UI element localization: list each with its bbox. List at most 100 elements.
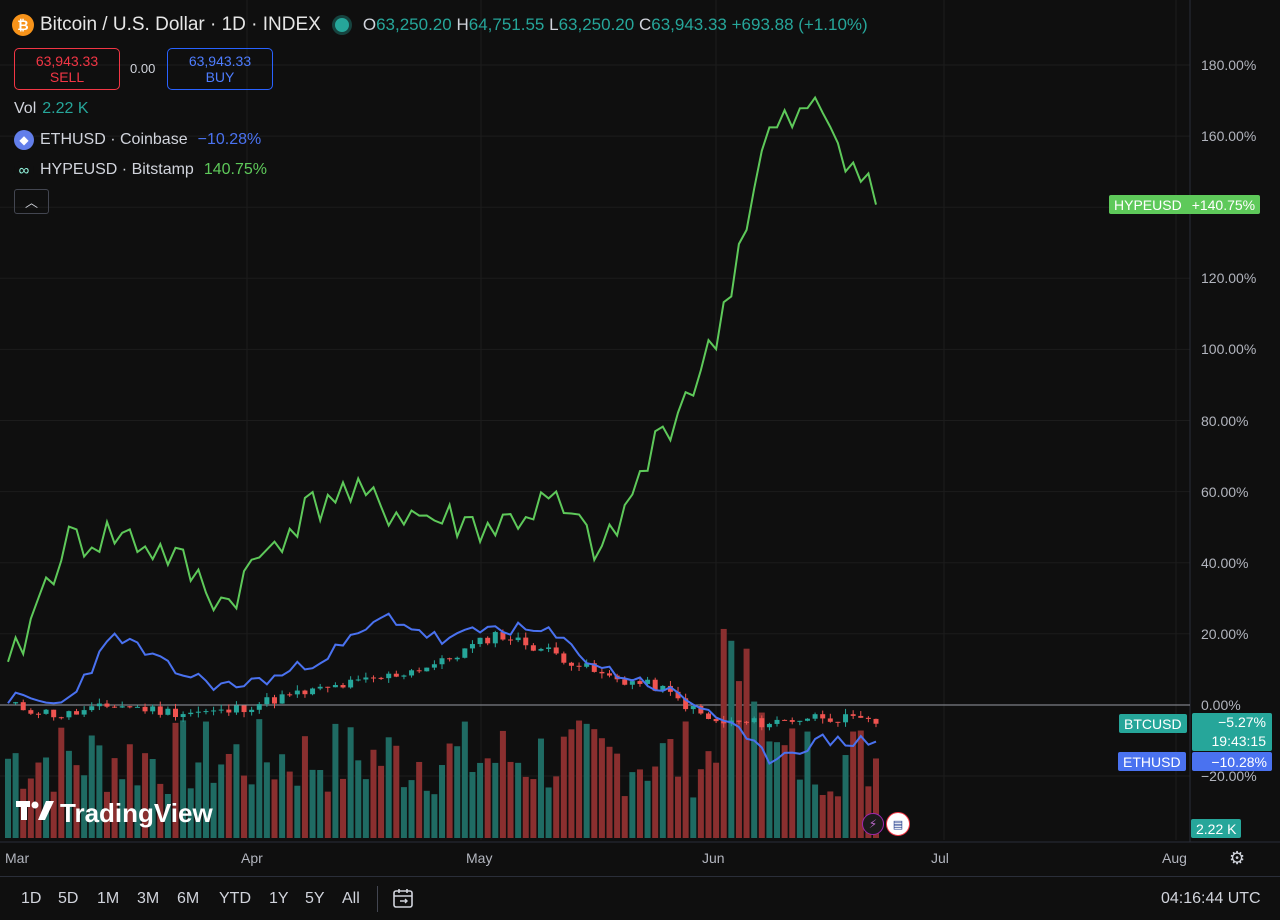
- volume-value: 2.22 K: [42, 100, 89, 117]
- range-button-1y[interactable]: 1Y: [269, 890, 289, 907]
- volume-bar: [149, 759, 156, 838]
- candle-body: [766, 723, 772, 728]
- candle-body: [683, 698, 689, 710]
- candle-body: [233, 705, 239, 713]
- legend-hypeusd[interactable]: ∞ HYPEUSD · Bitstamp 140.75%: [14, 160, 267, 180]
- volume-bar: [202, 721, 209, 838]
- volume-bar: [294, 785, 301, 838]
- candle-body: [332, 685, 338, 688]
- tradingview-logo: TradingView: [16, 798, 213, 829]
- volume-bar: [461, 721, 468, 838]
- volume-bar: [58, 727, 65, 838]
- gear-icon[interactable]: ⚙: [1229, 848, 1246, 868]
- range-button-1m[interactable]: 1M: [97, 890, 120, 907]
- candle-body: [203, 711, 209, 713]
- candle-body: [20, 702, 26, 711]
- volume-bar: [530, 779, 537, 838]
- price-axis-label: 40.00%: [1201, 554, 1249, 571]
- market-status-icon: [334, 18, 349, 32]
- sell-label: SELL: [49, 69, 85, 85]
- lightning-icon[interactable]: ⚡: [862, 813, 884, 835]
- calendar-icon[interactable]: [391, 886, 415, 916]
- volume-bar: [568, 729, 575, 838]
- volume-bar: [598, 738, 605, 838]
- volume-bar: [27, 778, 34, 838]
- buy-button[interactable]: 63,943.33 BUY: [167, 48, 273, 90]
- bitcoin-icon: ₿: [12, 14, 34, 36]
- candle-body: [249, 709, 255, 713]
- candle-body: [797, 720, 803, 722]
- time-axis-label: May: [466, 850, 493, 866]
- volume-bar: [583, 723, 590, 838]
- volume-bar: [522, 776, 529, 838]
- volume-bar: [477, 762, 484, 838]
- volume-bar: [507, 761, 514, 838]
- symbol-title[interactable]: Bitcoin / U.S. Dollar · 1D · INDEX: [40, 14, 321, 35]
- range-button-3m[interactable]: 3M: [137, 890, 160, 907]
- volume-bar: [576, 720, 583, 838]
- candle-body: [530, 645, 536, 651]
- volume-bar: [789, 728, 796, 838]
- candle-body: [386, 673, 392, 679]
- legend-ethusd[interactable]: ◆ ETHUSD · Coinbase −10.28%: [14, 130, 261, 150]
- volume-bar: [667, 739, 674, 838]
- candle-body: [660, 685, 666, 691]
- volume-bar: [126, 744, 133, 838]
- candle-body: [713, 718, 719, 722]
- volume-bar: [400, 787, 407, 838]
- candle-body: [355, 679, 361, 681]
- candle-body: [736, 720, 742, 722]
- range-button-6m[interactable]: 6M: [177, 890, 200, 907]
- candle-body: [523, 637, 529, 646]
- candle-body: [622, 679, 628, 685]
- sell-price: 63,943.33: [35, 53, 99, 69]
- volume-bar: [286, 771, 293, 838]
- time-axis-label: Aug: [1162, 850, 1187, 866]
- candle-body: [218, 709, 224, 711]
- range-button-all[interactable]: All: [342, 890, 360, 907]
- candle-body: [51, 709, 57, 718]
- volume-bar: [96, 745, 103, 838]
- volume-bar: [492, 762, 499, 838]
- candle-body: [652, 679, 658, 691]
- candle-body: [348, 679, 354, 688]
- legend-volume[interactable]: Vol 2.22 K: [14, 100, 89, 118]
- candle-body: [294, 690, 300, 695]
- range-button-ytd[interactable]: YTD: [219, 890, 251, 907]
- volume-bar: [842, 755, 849, 838]
- volume-bar: [347, 727, 354, 838]
- sell-button[interactable]: 63,943.33 SELL: [14, 48, 120, 90]
- volume-bar: [644, 780, 651, 838]
- collapse-legend-button[interactable]: ︿: [14, 189, 49, 214]
- us-flag-icon[interactable]: ▤: [886, 812, 910, 836]
- hypeusd-line: [7, 95, 877, 663]
- candle-body: [370, 677, 376, 679]
- volume-bar: [241, 775, 248, 838]
- volume-bar: [774, 742, 781, 838]
- candle-body: [378, 677, 384, 679]
- candle-body: [226, 709, 232, 713]
- volume-bar: [469, 772, 476, 838]
- volume-bar: [210, 782, 217, 838]
- volume-bar: [439, 765, 445, 838]
- volume-bar: [796, 779, 803, 838]
- volume-bar: [256, 719, 263, 838]
- volume-bar: [553, 776, 560, 838]
- volume-bar: [271, 779, 278, 838]
- candle-body: [751, 718, 757, 723]
- candle-body: [287, 694, 293, 696]
- range-button-5y[interactable]: 5Y: [305, 890, 325, 907]
- candle-body: [843, 714, 849, 723]
- symbol-header[interactable]: ₿ Bitcoin / U.S. Dollar · 1D · INDEX O63…: [12, 14, 868, 36]
- candle-body: [667, 685, 673, 692]
- range-button-5d[interactable]: 5D: [58, 890, 79, 907]
- candle-body: [112, 706, 118, 708]
- clock[interactable]: 04:16:44 UTC: [1161, 890, 1261, 907]
- candle-body: [317, 686, 323, 689]
- time-axis-label: Mar: [5, 850, 30, 866]
- candle-body: [188, 712, 194, 715]
- volume-bar: [301, 736, 308, 838]
- candle-body: [127, 706, 133, 708]
- range-button-1d[interactable]: 1D: [21, 890, 42, 907]
